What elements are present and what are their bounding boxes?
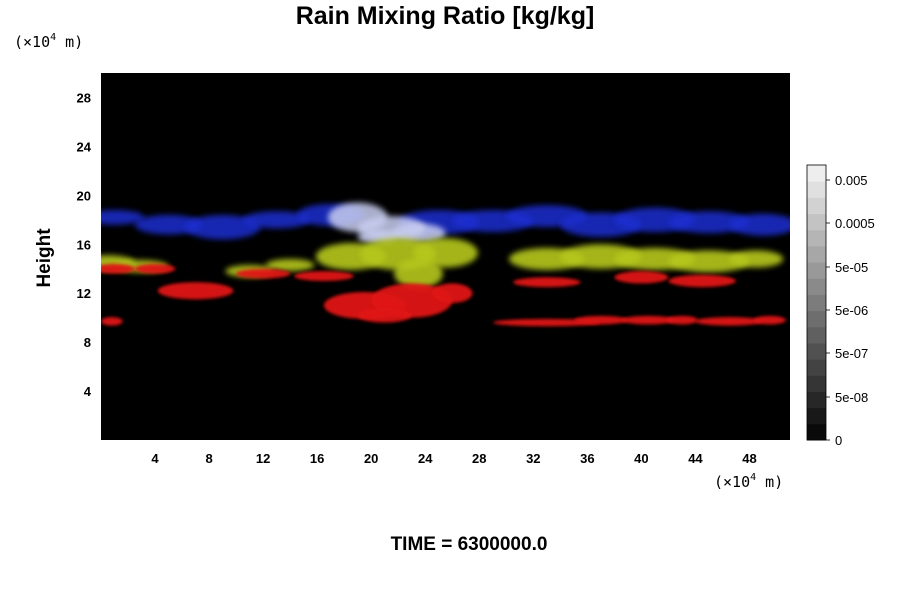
red-cloud-blob [573,315,628,325]
colorbar-frame [806,164,827,441]
colorbar-tick-label: 5e-08 [835,390,868,405]
y-axis-ticks: 4 8 12 16 20 24 28 [77,90,92,399]
colorbar-segment [807,197,826,215]
red-cloud-blob [668,274,736,288]
x-tick-label: 48 [742,451,756,466]
x-tick-label: 24 [418,451,433,466]
x-tick-label: 44 [688,451,703,466]
yellow-cloud-blob [413,238,478,268]
red-cloud-blob [357,307,412,323]
red-cloud-blob [101,317,123,326]
colorbar-tick-label: 5e-07 [835,346,868,361]
colorbar-segment [807,326,826,344]
colorbar-tick-label: 5e-05 [835,260,868,275]
y-tick-label: 8 [84,335,91,350]
y-axis-unit: (×104 m) [14,32,83,51]
red-cloud-blob [236,268,291,279]
blue-cloud-blob [134,214,203,235]
red-cloud-blob [294,271,354,281]
y-tick-label: 20 [77,188,91,203]
colorbar-segment [807,245,826,263]
yellow-cloud-blob [729,250,784,268]
colorbar-segment [807,359,826,376]
x-tick-label: 32 [526,451,540,466]
y-axis-label: Height [34,228,55,288]
colorbar-segment [807,342,826,360]
colorbar-segment [807,391,826,409]
red-cloud-blob [431,283,473,303]
red-cloud-blob [157,282,234,300]
y-tick-label: 4 [84,384,92,399]
x-tick-label: 16 [310,451,324,466]
time-label: TIME = 6300000.0 [391,534,548,555]
red-cloud-blob [513,277,581,288]
x-tick-label: 40 [634,451,648,466]
colorbar [806,164,827,441]
colorbar-tick-label: 0.005 [835,173,868,188]
red-cloud-blob [134,263,176,274]
red-cloud-blob [695,317,763,326]
colorbar-segment [807,181,826,198]
blue-cloud-blob [242,211,311,229]
colorbar-segment [807,213,826,231]
blue-cloud-blob [101,210,145,225]
colorbar-segment [807,229,826,247]
chart-title: Rain Mixing Ratio [kg/kg] [296,2,595,30]
yellow-cloud-blob [265,258,315,272]
y-tick-label: 16 [77,237,91,252]
red-cloud-blob [101,263,135,274]
red-cloud-blob [621,315,676,325]
yellow-cloud-blob [394,258,443,289]
colorbar-tick-label: 0 [835,433,842,448]
yellow-cloud-blob [668,250,750,273]
x-axis-ticks: 4 8 12 16 20 24 28 32 36 40 44 48 [151,451,756,466]
x-tick-label: 12 [256,451,270,466]
colorbar-segment [807,262,826,279]
cloud-layers [101,202,790,327]
colorbar-tick-labels: 0.005 0.0005 5e-05 5e-06 5e-07 5e-08 0 [826,173,875,448]
x-tick-label: 36 [580,451,594,466]
colorbar-segment [807,423,826,441]
white-cloud-blob [391,223,446,244]
red-cloud-blob [614,271,669,284]
x-axis-unit: (×104 m) [714,472,783,491]
y-tick-label: 12 [77,286,91,301]
colorbar-segment [807,310,826,328]
colorbar-segment [807,278,826,295]
colorbar-tick-label: 5e-06 [835,303,868,318]
blue-cloud-blob [729,213,790,236]
red-cloud-blob [753,315,786,325]
blue-cloud-blob [668,211,750,234]
colorbar-segment [807,375,826,392]
colorbar-segment [807,165,826,182]
colorbar-segment [807,294,826,312]
x-tick-label: 4 [151,451,159,466]
x-tick-label: 20 [364,451,378,466]
red-cloud-blob [665,315,699,325]
x-tick-label: 28 [472,451,486,466]
colorbar-segment [807,407,826,425]
x-tick-label: 8 [205,451,212,466]
blue-cloud-blob [184,214,261,240]
colorbar-tick-label: 0.0005 [835,216,875,231]
red-cloud-blob [492,318,601,327]
y-tick-label: 28 [77,90,91,105]
y-tick-label: 24 [77,139,92,154]
